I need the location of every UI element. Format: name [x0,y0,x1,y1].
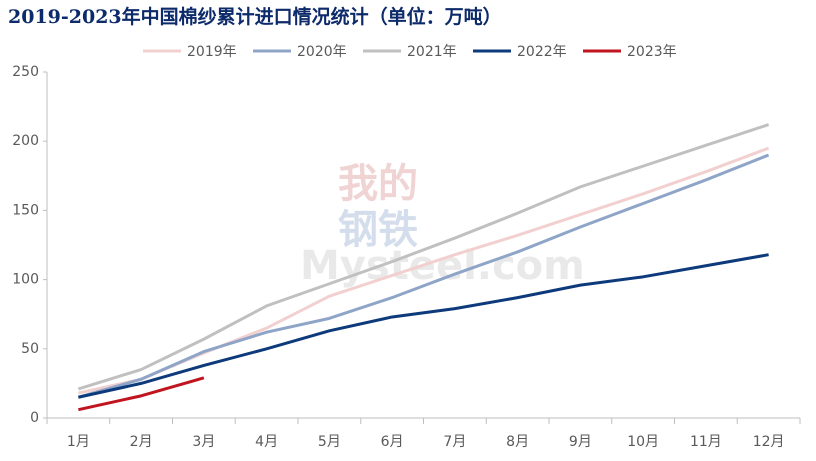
chart-title: 2019-2023年中国棉纱累计进口情况统计（单位：万吨） [8,5,502,28]
x-tick-label: 9月 [569,434,592,450]
y-tick-label: 50 [21,341,39,357]
watermark: 我的 [338,161,418,207]
legend-label: 2019年 [187,44,237,60]
x-tick-label: 2月 [130,434,153,450]
x-tick-label: 6月 [381,434,404,450]
y-tick-label: 0 [30,410,39,426]
x-tick-label: 5月 [318,434,341,450]
series-line [77,123,770,391]
y-tick-label: 200 [12,133,39,149]
x-tick-label: 10月 [627,434,659,450]
y-tick-label: 250 [12,64,39,80]
series-line [77,153,770,399]
watermark: 钢铁 [338,207,418,253]
series-line [78,376,205,412]
series-line [78,253,769,399]
watermark: Mysteel.com [300,243,585,289]
x-tick-label: 12月 [753,434,785,450]
x-tick-label: 4月 [255,434,278,450]
legend-label: 2022年 [517,44,567,60]
legend-label: 2023年 [627,44,677,60]
x-tick-label: 11月 [690,434,722,450]
x-tick-label: 1月 [67,434,90,450]
x-tick-label: 7月 [443,434,466,450]
x-tick-label: 8月 [506,434,529,450]
y-tick-label: 100 [12,272,39,288]
y-tick-label: 150 [12,202,39,218]
legend-label: 2020年 [297,44,347,60]
legend-label: 2021年 [407,44,457,60]
x-tick-label: 3月 [192,434,215,450]
